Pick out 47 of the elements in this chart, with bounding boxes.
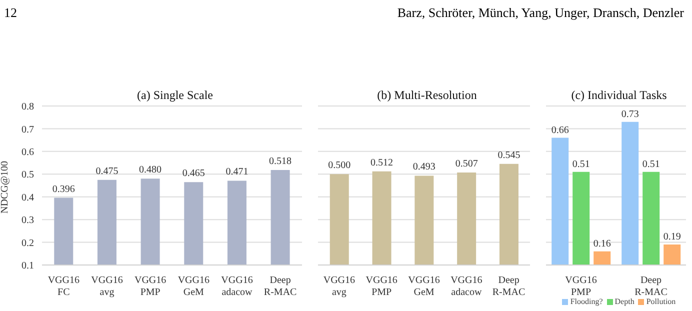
data-label: 0.512 — [370, 157, 394, 168]
data-label: 0.19 — [663, 232, 681, 243]
y-tick-label: 0.1 — [22, 260, 34, 272]
data-label: 0.471 — [226, 166, 248, 178]
x-tick-label: Deep R-MAC — [634, 275, 668, 298]
y-tick-label: 0.7 — [22, 124, 34, 136]
data-label: 0.518 — [269, 156, 292, 168]
y-tick-label: 0.5 — [22, 170, 34, 181]
y-tick-label: 0.4 — [22, 192, 34, 204]
data-label: 0.493 — [412, 162, 436, 173]
x-tick-label: VGG16 PMP — [565, 275, 597, 298]
x-tick-label: VGG16 GeM — [178, 275, 210, 298]
chart-title: (c) Individual Tasks — [570, 88, 668, 103]
x-tick-label: VGG16 PMP — [134, 275, 166, 298]
x-tick-label: VGG16 PMP — [366, 275, 398, 298]
data-label: 0.51 — [642, 158, 660, 170]
x-tick-label: VGG16 GeM — [408, 275, 440, 298]
chart-title: (a) Single Scale — [136, 88, 214, 103]
y-axis-title: NDCG@100 — [0, 160, 11, 214]
data-label: 0.507 — [455, 158, 478, 170]
data-label: 0.51 — [572, 158, 590, 170]
chart-title: (b) Multi-Resolution — [376, 88, 478, 103]
legend-label: Flooding? — [570, 297, 603, 307]
data-label: 0.66 — [551, 124, 569, 136]
data-label: 0.396 — [52, 184, 75, 195]
x-tick-label: VGG16 FC — [48, 275, 80, 298]
data-label: 0.475 — [96, 166, 118, 177]
text: 12 — [4, 5, 17, 21]
x-tick-label: VGG16 adacow — [450, 275, 482, 298]
y-tick-label: 0.3 — [22, 215, 34, 226]
x-tick-label: VGG16 adacow — [221, 275, 254, 298]
data-label: 0.545 — [498, 150, 520, 161]
y-tick-label: 0.2 — [22, 238, 34, 249]
x-tick-label: VGG16 avg — [323, 275, 356, 298]
text: Barz, Schröter, Münch, Yang, Unger, Dransch, Denzler — [397, 5, 684, 20]
x-tick-label: Deep R-MAC — [264, 275, 298, 298]
legend-label: Depth — [614, 297, 634, 307]
x-tick-label: VGG16 avg — [91, 275, 123, 298]
data-label: 0.465 — [182, 168, 205, 180]
y-tick-label: 0.6 — [22, 146, 34, 158]
x-tick-label: Deep R-MAC — [492, 275, 526, 298]
data-label: 0.73 — [621, 108, 639, 120]
y-tick-label: 0.8 — [22, 102, 34, 113]
legend-label: Pollution — [646, 297, 676, 307]
data-label: 0.480 — [139, 164, 162, 176]
data-label: 0.500 — [328, 160, 351, 172]
data-label: 0.16 — [593, 238, 611, 250]
